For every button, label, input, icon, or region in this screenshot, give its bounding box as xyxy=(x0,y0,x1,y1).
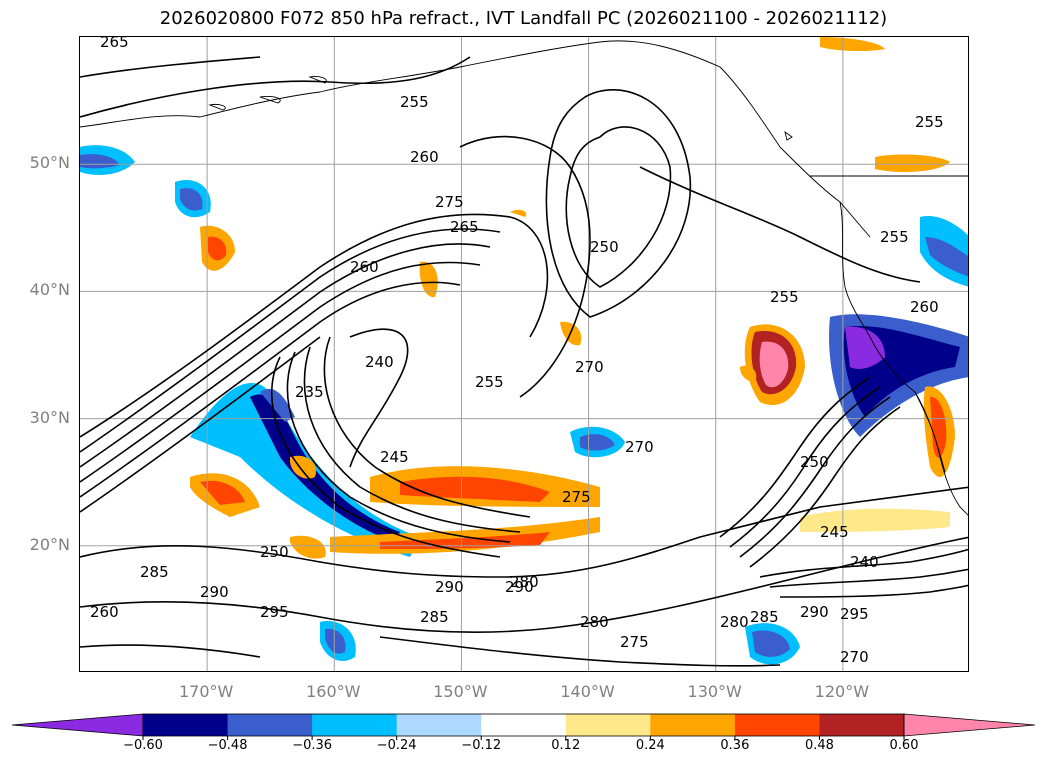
contour-label: 245 xyxy=(380,448,409,466)
colorbar-tick-label: −0.60 xyxy=(123,738,163,753)
colorbar-segment xyxy=(481,714,567,736)
contour-label: 245 xyxy=(820,523,849,541)
colorbar-extend-high xyxy=(903,713,1036,737)
contour-label: 280 xyxy=(720,613,749,631)
contour-label: 250 xyxy=(590,238,619,256)
colorbar-tick-label: −0.24 xyxy=(376,738,417,753)
shading-layer xyxy=(80,37,968,665)
colorbar-tick-label: −0.48 xyxy=(207,738,248,753)
colorbar-tick-label: −0.36 xyxy=(292,738,333,753)
colorbar-segment xyxy=(734,714,820,736)
lon-label: 160°W xyxy=(306,682,361,701)
contour-label: 275 xyxy=(620,633,649,651)
colorbar-tick-label: 0.48 xyxy=(804,738,834,753)
lat-label: 20°N xyxy=(29,534,70,554)
contour-label: 265 xyxy=(100,37,129,51)
contour-label: 295 xyxy=(840,605,869,623)
colorbar xyxy=(11,713,1036,740)
colorbar-segment xyxy=(396,714,482,736)
contour-label: 260 xyxy=(410,148,439,166)
map-canvas: 265 255 260 275 265 260 250 240 235 245 255 270 270 2… xyxy=(80,37,968,671)
contour-lines xyxy=(80,56,968,667)
contour-label: 280 xyxy=(580,613,609,631)
colorbar-segment xyxy=(650,714,736,736)
negative-anomaly-core xyxy=(250,394,400,542)
na-west-coast xyxy=(839,201,968,516)
contour-label: 260 xyxy=(350,258,379,276)
lon-label: 150°W xyxy=(433,682,488,701)
contour-label: 295 xyxy=(260,603,289,621)
contour-label: 290 xyxy=(200,583,229,601)
colorbar-extend-low xyxy=(11,713,144,737)
contour-label: 250 xyxy=(800,453,829,471)
contour-label: 270 xyxy=(840,648,869,666)
contour-label: 255 xyxy=(915,113,944,131)
alaska-coast xyxy=(80,40,871,238)
lon-label: 130°W xyxy=(687,682,742,701)
contour-label: 235 xyxy=(295,383,324,401)
contour-label: 285 xyxy=(750,608,779,626)
colorbar-segment xyxy=(565,714,651,736)
colorbar-tick-label: 0.36 xyxy=(720,738,750,753)
colorbar-tick-label: 0.12 xyxy=(551,738,581,753)
chart-title: 2026020800 F072 850 hPa refract., IVT La… xyxy=(159,8,888,29)
contour-label: 285 xyxy=(420,608,449,626)
colorbar-tick-label: −0.12 xyxy=(461,738,502,753)
contour-label: 255 xyxy=(770,288,799,306)
contour-label: 290 xyxy=(505,578,534,596)
colorbar-tick-label: 0.60 xyxy=(889,738,919,753)
contour-label: 270 xyxy=(625,438,654,456)
coastlines xyxy=(80,40,968,516)
colorbar-segment xyxy=(819,714,905,736)
baja xyxy=(914,391,946,473)
map-panel: 265 255 260 275 265 260 250 240 235 245 255 270 270 2… xyxy=(79,36,969,672)
contour-label: 240 xyxy=(365,353,394,371)
contour-label: 290 xyxy=(435,578,464,596)
contour-label: 260 xyxy=(910,298,939,316)
colorbar-segment xyxy=(227,714,313,736)
contour-label: 255 xyxy=(400,93,429,111)
contour-label: 270 xyxy=(575,358,604,376)
lon-label: 170°W xyxy=(178,682,234,701)
lat-label: 50°N xyxy=(29,153,70,173)
contour-label: 280 xyxy=(510,573,539,591)
contour-label: 250 xyxy=(260,543,289,561)
colorbar-tick-label: 0.24 xyxy=(635,738,665,753)
lon-label: 120°W xyxy=(814,682,870,701)
contour-label: 255 xyxy=(475,373,504,391)
lat-label: 30°N xyxy=(29,407,70,427)
contour-labels: 265 255 260 275 265 260 250 240 235 245 255 270 270 2… xyxy=(90,37,944,666)
contour-label: 260 xyxy=(90,603,119,621)
colorbar-outline xyxy=(142,713,905,737)
contour-label: 255 xyxy=(880,228,909,246)
contour-label: 285 xyxy=(140,563,169,581)
contour-label: 275 xyxy=(435,193,464,211)
contour-label: 265 xyxy=(450,218,479,236)
colorbar-segment xyxy=(143,714,229,736)
lat-label: 40°N xyxy=(29,280,70,300)
colorbar-segment xyxy=(312,714,398,736)
lon-label: 140°W xyxy=(560,682,615,701)
contour-label: 240 xyxy=(850,553,879,571)
contour-label: 290 xyxy=(800,603,829,621)
contour-label: 275 xyxy=(562,488,591,506)
